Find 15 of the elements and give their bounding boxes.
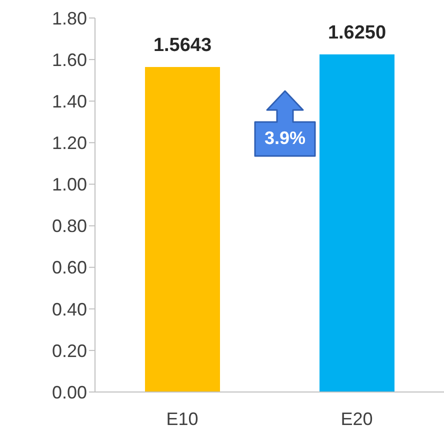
x-tick-label: E10 — [166, 408, 198, 429]
y-tick-label: 1.40 — [52, 92, 87, 112]
y-tick-label: 0.60 — [52, 258, 87, 278]
y-tick-label: 0.80 — [52, 216, 87, 236]
y-tick-label: 1.80 — [52, 8, 87, 28]
y-tick-label: 0.20 — [52, 340, 87, 361]
y-tick-label: 1.60 — [52, 50, 87, 70]
data-label: 1.5643 — [153, 34, 212, 56]
x-tick-label: E20 — [340, 408, 373, 429]
y-tick-label: 0.00 — [52, 382, 87, 402]
y-tick-label: 1.00 — [52, 174, 87, 195]
y-tick-label: 1.20 — [52, 133, 87, 154]
y-tick-label: 0.40 — [52, 299, 87, 320]
annotation: 3.9% — [263, 128, 307, 149]
data-label: 1.6250 — [328, 22, 386, 44]
